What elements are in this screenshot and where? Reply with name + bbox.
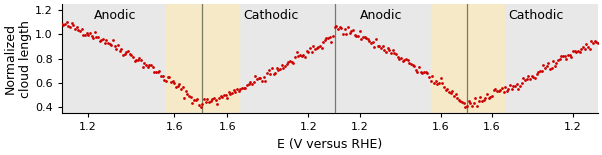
Y-axis label: Normalized
cloud length: Normalized cloud length — [4, 20, 32, 98]
Text: Anodic: Anodic — [360, 9, 402, 22]
Text: Anodic: Anodic — [94, 9, 137, 22]
Bar — [62, 4, 202, 113]
Bar — [239, 4, 335, 113]
Bar — [430, 4, 503, 113]
Bar — [335, 4, 467, 113]
Text: Cathodic: Cathodic — [244, 9, 299, 22]
Bar — [503, 4, 600, 113]
Text: Cathodic: Cathodic — [508, 9, 563, 22]
Bar — [166, 4, 239, 113]
X-axis label: E (V versus RHE): E (V versus RHE) — [277, 138, 382, 151]
